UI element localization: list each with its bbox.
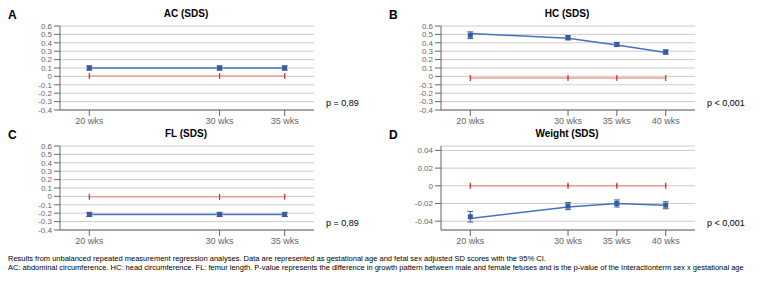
svg-text:0.5: 0.5 bbox=[41, 30, 53, 39]
svg-text:0: 0 bbox=[429, 182, 434, 191]
svg-text:-0.02: -0.02 bbox=[415, 199, 434, 208]
svg-text:-0.1: -0.1 bbox=[419, 81, 433, 90]
svg-text:0.1: 0.1 bbox=[41, 184, 53, 193]
html-text:HC (SDS): HC (SDS) bbox=[544, 8, 590, 19]
html-text:p = 0,89: p = 0,89 bbox=[326, 218, 359, 228]
svg-text:0.1: 0.1 bbox=[41, 64, 53, 73]
svg-text:0.6: 0.6 bbox=[41, 22, 53, 31]
svg-text:-0.2: -0.2 bbox=[38, 89, 52, 98]
svg-text:0.3: 0.3 bbox=[41, 167, 53, 176]
svg-text:0.6: 0.6 bbox=[422, 22, 434, 31]
svg-text:0.4: 0.4 bbox=[422, 39, 434, 48]
svg-text:-0.3: -0.3 bbox=[38, 97, 52, 106]
svg-text:-0.2: -0.2 bbox=[38, 209, 52, 218]
svg-text:35 wks: 35 wks bbox=[271, 236, 300, 246]
svg-text:-0.04: -0.04 bbox=[415, 217, 434, 226]
html-text:p < 0,001: p < 0,001 bbox=[707, 218, 745, 228]
svg-text:0.2: 0.2 bbox=[422, 55, 434, 64]
svg-text:0.5: 0.5 bbox=[422, 30, 434, 39]
svg-text:20 wks: 20 wks bbox=[75, 116, 104, 126]
svg-text:30 wks: 30 wks bbox=[206, 236, 235, 246]
svg-text:30 wks: 30 wks bbox=[554, 236, 583, 246]
svg-text:0.6: 0.6 bbox=[41, 142, 53, 151]
svg-text:0.2: 0.2 bbox=[41, 175, 53, 184]
html-text:p = 0,89: p = 0,89 bbox=[326, 98, 359, 108]
svg-text:-0.3: -0.3 bbox=[38, 217, 52, 226]
svg-text:-0.1: -0.1 bbox=[38, 201, 52, 210]
html-text:FL (SDS): FL (SDS) bbox=[165, 128, 207, 139]
html-text:Weight (SDS): Weight (SDS) bbox=[535, 128, 599, 139]
svg-text:-0.4: -0.4 bbox=[38, 106, 52, 115]
svg-text:0.4: 0.4 bbox=[41, 39, 53, 48]
svg-text:0.2: 0.2 bbox=[41, 55, 53, 64]
html-text:C: C bbox=[8, 128, 17, 142]
html-text:p < 0,001: p < 0,001 bbox=[707, 98, 745, 108]
svg-text:-0.4: -0.4 bbox=[38, 226, 52, 235]
svg-text:20 wks: 20 wks bbox=[75, 236, 104, 246]
svg-text:0.3: 0.3 bbox=[41, 47, 53, 56]
svg-text:30 wks: 30 wks bbox=[554, 116, 583, 126]
svg-text:35 wks: 35 wks bbox=[603, 236, 632, 246]
svg-text:0.02: 0.02 bbox=[417, 164, 433, 173]
svg-text:0.5: 0.5 bbox=[41, 150, 53, 159]
svg-text:-0.3: -0.3 bbox=[419, 97, 433, 106]
svg-text:-0.1: -0.1 bbox=[38, 81, 52, 90]
html-text:Results from unbalanced repeat: Results from unbalanced repeated measure… bbox=[8, 254, 546, 263]
html-text:AC: abdominal circumference. H: AC: abdominal circumference. HC: head ci… bbox=[8, 263, 744, 272]
html-text:AC (SDS): AC (SDS) bbox=[163, 8, 209, 19]
svg-text:0.1: 0.1 bbox=[422, 64, 434, 73]
svg-text:-0.2: -0.2 bbox=[419, 89, 433, 98]
html-text:D: D bbox=[389, 128, 398, 142]
svg-text:20 wks: 20 wks bbox=[456, 116, 485, 126]
html-text:B: B bbox=[389, 8, 398, 22]
svg-text:35 wks: 35 wks bbox=[271, 116, 300, 126]
svg-text:0.04: 0.04 bbox=[417, 146, 433, 155]
svg-text:0: 0 bbox=[429, 72, 434, 81]
svg-text:0.4: 0.4 bbox=[41, 159, 53, 168]
svg-text:35 wks: 35 wks bbox=[603, 116, 632, 126]
html-text:A: A bbox=[8, 8, 17, 22]
svg-text:0.3: 0.3 bbox=[422, 47, 434, 56]
svg-text:30 wks: 30 wks bbox=[206, 116, 235, 126]
svg-text:40 wks: 40 wks bbox=[652, 116, 681, 126]
svg-text:0: 0 bbox=[48, 72, 53, 81]
svg-text:0: 0 bbox=[48, 192, 53, 201]
svg-text:40 wks: 40 wks bbox=[652, 236, 681, 246]
svg-text:20 wks: 20 wks bbox=[456, 236, 485, 246]
svg-text:-0.4: -0.4 bbox=[419, 106, 433, 115]
